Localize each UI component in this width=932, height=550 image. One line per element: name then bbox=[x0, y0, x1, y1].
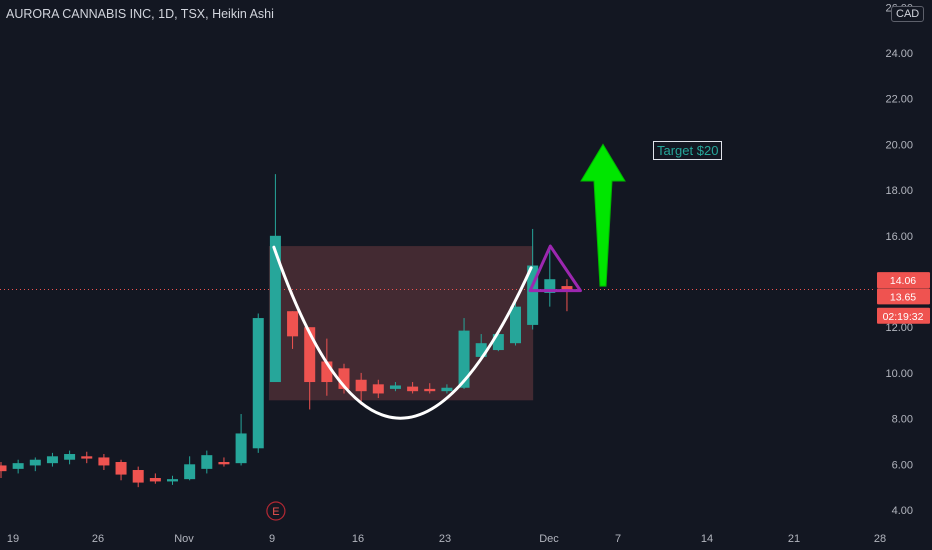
high-price-tag: 14.06 bbox=[890, 275, 916, 287]
candle-body bbox=[338, 368, 350, 389]
price-tick-label: 6.00 bbox=[892, 459, 913, 471]
bar-countdown-tag-bg bbox=[877, 307, 930, 324]
candle-body bbox=[98, 457, 110, 466]
earnings-marker bbox=[266, 501, 286, 521]
time-tick-label: 9 bbox=[269, 533, 275, 545]
earnings-marker-label: E bbox=[272, 506, 279, 518]
candle-body bbox=[64, 454, 76, 460]
candle-body bbox=[12, 463, 24, 469]
price-axis[interactable]: 4.006.008.0010.0012.0014.0016.0018.0020.… bbox=[885, 2, 913, 517]
price-tick-label: 16.00 bbox=[885, 231, 913, 243]
time-tick-label: 19 bbox=[7, 533, 19, 545]
price-tick-label: 24.00 bbox=[885, 48, 913, 60]
time-tick-label: Nov bbox=[174, 533, 194, 545]
candle-body bbox=[561, 286, 573, 290]
candle-body bbox=[115, 462, 127, 475]
time-tick-label: Dec bbox=[539, 533, 559, 545]
last-price-tag-bg bbox=[877, 288, 930, 305]
cup-curve bbox=[272, 245, 533, 420]
price-tick-label: 4.00 bbox=[892, 505, 913, 517]
time-axis[interactable]: 19 26 Nov 9 16 23 Dec 7 14 21 28 bbox=[7, 533, 886, 545]
candle-body bbox=[149, 478, 161, 482]
candles-layer bbox=[0, 174, 573, 488]
candle-body bbox=[0, 465, 7, 472]
candle-body bbox=[458, 330, 470, 388]
time-tick-label: 28 bbox=[874, 533, 886, 545]
candle-body bbox=[201, 455, 213, 469]
candle-body bbox=[46, 456, 58, 464]
candle-body bbox=[527, 265, 539, 325]
triangle-pattern bbox=[528, 244, 582, 293]
price-tick-label: 8.00 bbox=[892, 414, 913, 426]
candle-body bbox=[304, 327, 316, 383]
up-arrow bbox=[580, 143, 626, 287]
candle-body bbox=[29, 459, 41, 466]
time-tick-label: 26 bbox=[92, 533, 104, 545]
last-price-tag: 13.65 bbox=[890, 291, 916, 303]
time-tick-label: 16 bbox=[352, 533, 364, 545]
candle-body bbox=[252, 318, 264, 449]
price-tags: 14.06 13.65 02:19:32 bbox=[877, 272, 930, 324]
price-tick-label: 10.00 bbox=[885, 368, 913, 380]
cup-shaded-region bbox=[0, 246, 876, 401]
chart-title: AURORA CANNABIS INC, 1D, TSX, Heikin Ash… bbox=[6, 7, 274, 21]
price-tick-label: 12.00 bbox=[885, 322, 913, 334]
candle-body bbox=[544, 279, 556, 293]
candle-body bbox=[132, 470, 144, 483]
currency-badge[interactable]: CAD bbox=[891, 6, 925, 22]
price-tick-label: 20.00 bbox=[885, 139, 913, 151]
candle-body bbox=[167, 479, 178, 482]
bar-countdown-tag: 02:19:32 bbox=[883, 311, 924, 323]
target-label: Target $20 bbox=[653, 141, 723, 160]
candle-body bbox=[424, 388, 436, 392]
candle-body bbox=[355, 379, 367, 392]
candle-body bbox=[184, 464, 196, 480]
candle-body bbox=[510, 306, 521, 344]
candle-body bbox=[81, 456, 93, 459]
drawing-layer: E bbox=[266, 143, 626, 521]
candle-body bbox=[441, 387, 453, 392]
price-tick-label: 18.00 bbox=[885, 185, 913, 197]
time-tick-label: 14 bbox=[701, 533, 713, 545]
candle-body bbox=[389, 385, 401, 389]
candle-body bbox=[407, 386, 419, 392]
candle-body bbox=[321, 361, 333, 383]
candle-body bbox=[372, 384, 384, 394]
price-tick-label: 22.00 bbox=[885, 94, 913, 106]
high-price-tag-bg bbox=[877, 272, 930, 289]
time-tick-label: 7 bbox=[615, 533, 621, 545]
candle-body bbox=[218, 462, 230, 465]
candle-body bbox=[492, 334, 504, 351]
time-tick-label: 23 bbox=[439, 533, 451, 545]
candle-body bbox=[235, 433, 247, 464]
candle-body bbox=[269, 235, 281, 383]
candle-body bbox=[287, 311, 299, 337]
time-tick-label: 21 bbox=[788, 533, 800, 545]
candle-body bbox=[475, 343, 487, 357]
